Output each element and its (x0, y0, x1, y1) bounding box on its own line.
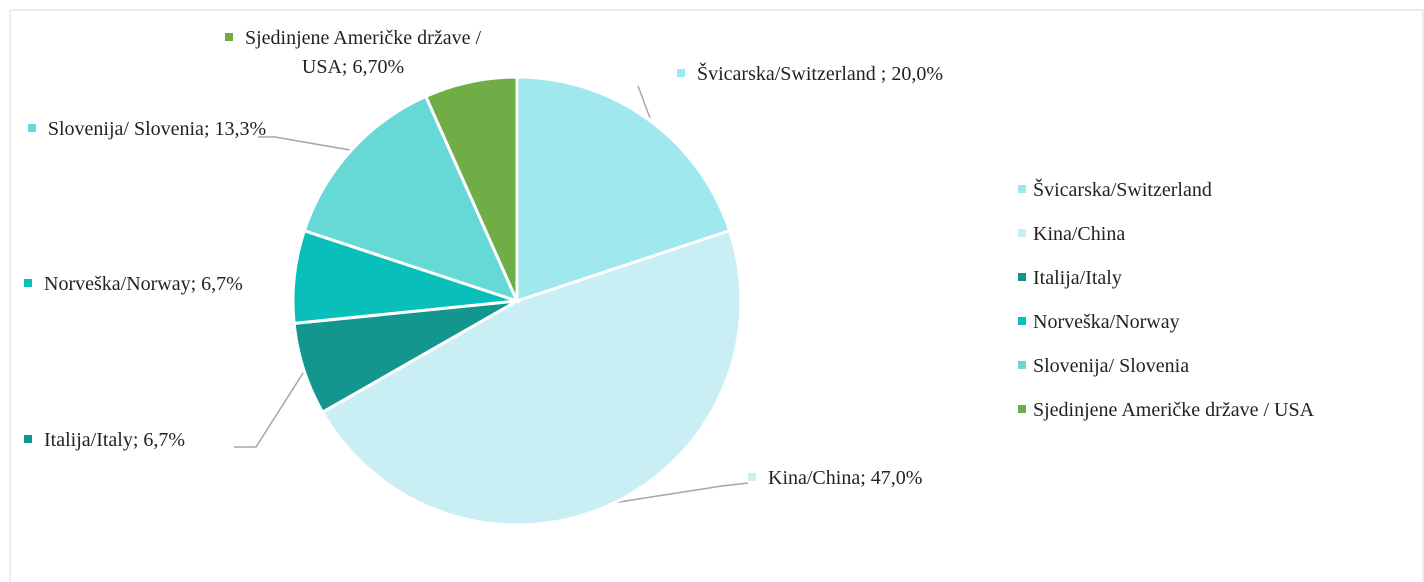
data-label: Švicarska/Switzerland ; 20,0% (640, 60, 980, 89)
legend-swatch (1018, 229, 1026, 238)
legend-entry: Slovenija/ Slovenia (1018, 354, 1189, 378)
pie-slice (423, 75, 519, 302)
data-label: Norveška/Norway; 6,7% (24, 270, 324, 299)
data-label-text: Švicarska/Switzerland ; 20,0% (696, 63, 944, 85)
legend-entry: Švicarska/Switzerland (1018, 178, 1212, 202)
pie-slice (515, 75, 732, 304)
legend-label: Italija/Italy (1033, 267, 1122, 289)
data-label: Sjedinjene Američke države / USA; 6,70% (222, 24, 484, 82)
label-swatch (24, 279, 32, 288)
data-label-text: Norveška/Norway; 6,7% (44, 273, 243, 295)
legend-swatch (1018, 361, 1026, 370)
data-label-text: Kina/China; 47,0% (768, 467, 923, 489)
legend-label: Kina/China (1033, 223, 1126, 245)
legend-swatch (1018, 317, 1026, 326)
legend-swatch (1018, 185, 1026, 194)
label-swatch (27, 124, 36, 133)
label-swatch (748, 473, 756, 482)
legend-entry: Italija/Italy (1018, 266, 1122, 290)
legend-swatch (1018, 273, 1026, 282)
data-label: Italija/Italy; 6,7% (24, 426, 284, 455)
leader-line (234, 369, 306, 448)
legend-label: Švicarska/Switzerland (1033, 179, 1212, 201)
data-label-text: Italija/Italy; 6,7% (44, 429, 186, 451)
pie-slice (320, 228, 743, 527)
leader-line (637, 85, 651, 119)
leader-line (579, 482, 749, 509)
label-swatch (24, 435, 32, 444)
label-swatch (676, 69, 685, 78)
data-label: Kina/China; 47,0% (748, 464, 1048, 493)
pie-slice (302, 94, 520, 304)
legend-swatch (1018, 405, 1026, 414)
legend-entry: Sjedinjene Američke države / USA (1018, 398, 1314, 422)
data-label: Slovenija/ Slovenia; 13,3% (18, 115, 276, 144)
legend-entry: Kina/China (1018, 222, 1125, 246)
label-swatch (224, 33, 233, 42)
legend-label: Sjedinjene Američke države / USA (1033, 399, 1315, 421)
legend-entry: Norveška/Norway (1018, 310, 1180, 334)
data-label-text: Slovenija/ Slovenia; 13,3% (47, 118, 267, 140)
legend-label: Slovenija/ Slovenia (1033, 355, 1190, 377)
legend-label: Norveška/Norway (1033, 311, 1180, 333)
leader-line (258, 136, 351, 151)
data-label-text: Sjedinjene Američke države / USA; 6,70% (244, 27, 481, 78)
